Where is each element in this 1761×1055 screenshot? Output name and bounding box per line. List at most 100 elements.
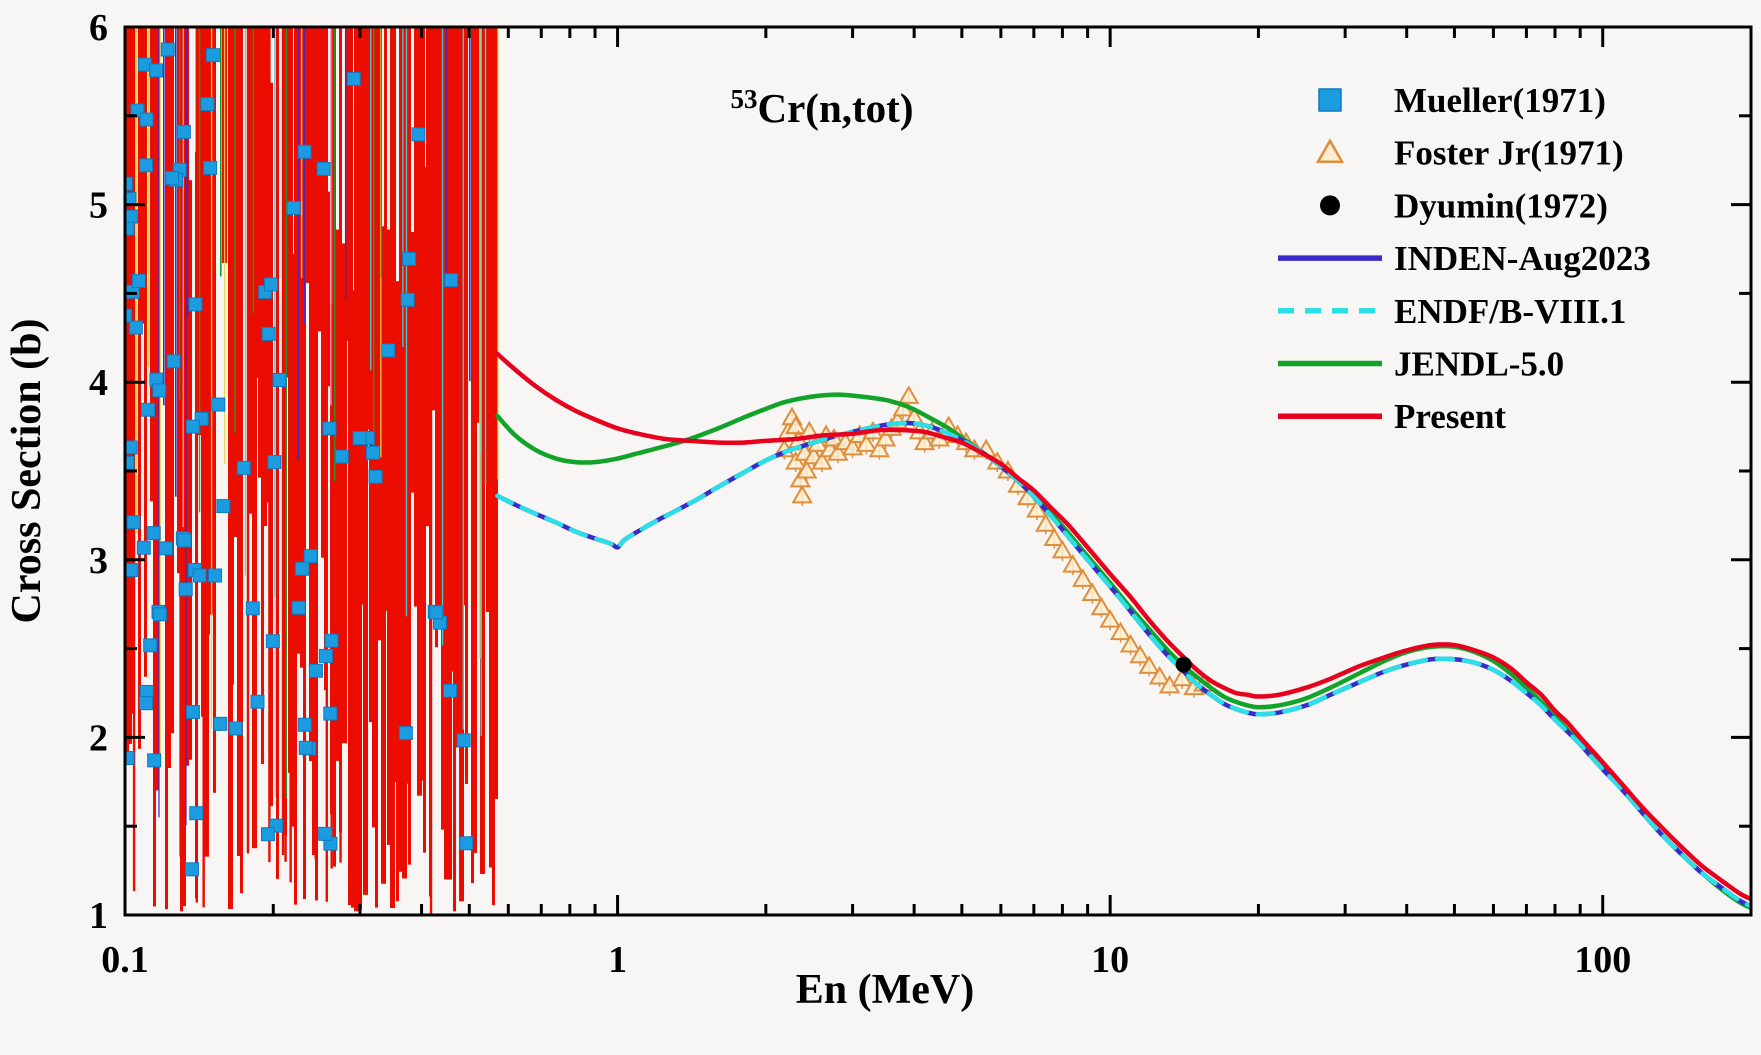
mueller-point (177, 533, 192, 548)
resonance-deep-spike (289, 28, 292, 883)
resonance-spike (480, 28, 485, 874)
mueller-point (213, 716, 228, 731)
resonance-spike (432, 28, 435, 411)
mueller-point (263, 277, 278, 292)
resonance-spike (435, 28, 438, 648)
mueller-point (185, 419, 200, 434)
resonance-spike (426, 28, 431, 527)
resonance-spike (270, 82, 273, 807)
resonance-spike (396, 281, 399, 902)
mueller-point (185, 704, 200, 719)
foster-point (1119, 634, 1142, 653)
resonance-sliver (244, 28, 246, 576)
resonance-sliver (223, 28, 226, 464)
resonance-spike (363, 28, 368, 895)
mueller-point (265, 634, 280, 649)
x-tick-label: 0.1 (101, 939, 149, 981)
y-tick-label: 1 (89, 895, 108, 937)
foster-point (913, 431, 936, 451)
mueller-point (128, 320, 143, 335)
mueller-point (126, 440, 138, 455)
resonance-spike (168, 28, 171, 768)
resonance-deep-spike (284, 28, 287, 862)
resonance-sliver (210, 28, 213, 729)
resonance-spike (276, 28, 279, 879)
resonance-spike (456, 28, 459, 748)
legend-item-endf-b-viii-1: ENDF/B-VIII.1 (1278, 292, 1626, 331)
curve-inden-aug2023 (495, 420, 1750, 909)
resonance-spike (486, 28, 489, 612)
resonance-spike (261, 28, 264, 765)
resonance-spike (369, 28, 372, 723)
resonance-spike (141, 28, 144, 324)
mueller-point (131, 273, 146, 288)
resonance-spike (477, 28, 480, 423)
resonance-spike (378, 28, 381, 641)
mueller-point (272, 372, 287, 387)
mueller-point (146, 526, 161, 541)
mueller-point (429, 605, 444, 620)
resonance-sliver (252, 28, 255, 314)
foster-point (1072, 568, 1094, 587)
resonance-spike (324, 28, 327, 691)
resonance-deep-spike (429, 28, 433, 914)
resonance-spike (153, 28, 156, 907)
y-tick-label: 3 (89, 540, 108, 582)
mueller-point (250, 694, 265, 709)
mueller-point (178, 582, 193, 597)
legend-label: Mueller(1971) (1394, 81, 1606, 120)
x-tick-label: 1 (608, 939, 627, 981)
mueller-point (216, 499, 231, 514)
resonance-region (126, 28, 499, 914)
mueller-point (126, 515, 141, 530)
resonance-sliver (303, 28, 305, 324)
legend-label: Present (1394, 397, 1506, 436)
mueller-point (261, 827, 276, 842)
resonance-spike (336, 229, 339, 761)
mueller-point (456, 733, 471, 748)
foster-point (1062, 554, 1084, 573)
resonance-spike (411, 232, 416, 493)
resonance-spike (381, 226, 386, 884)
resonance-deep-spike (202, 28, 205, 908)
mueller-point (303, 549, 318, 564)
foster-point (1148, 666, 1171, 685)
resonance-deep-spike (314, 28, 317, 860)
mueller-point (200, 97, 215, 112)
resonance-spike (408, 28, 411, 865)
mueller-point (294, 561, 309, 576)
mueller-point (126, 562, 139, 577)
resonance-spike (366, 28, 369, 430)
legend-item-foster-jr-1971-: Foster Jr(1971) (1315, 134, 1624, 173)
foster-point (1026, 499, 1048, 518)
resonance-spike (465, 28, 468, 784)
legend-item-dyumin-1972-: Dyumin(1972) (1320, 186, 1608, 225)
foster-point (1081, 582, 1104, 602)
resonance-spike (492, 28, 495, 906)
series-mueller-1971 (126, 42, 474, 877)
mueller-point (166, 354, 181, 369)
mueller-point (443, 683, 458, 698)
foster-point (1051, 539, 1074, 559)
foster-point (855, 433, 878, 452)
foster-point (811, 451, 833, 470)
legend-label: JENDL-5.0 (1394, 345, 1564, 384)
mueller-point (126, 221, 135, 236)
resonance-spike (357, 28, 362, 910)
resonance-spike (345, 28, 348, 341)
resonance-spike (414, 28, 417, 607)
mueller-point (318, 648, 333, 663)
mueller-point (402, 251, 417, 266)
mueller-point (147, 753, 162, 768)
resonance-spike (144, 28, 147, 677)
mueller-point (291, 600, 306, 615)
resonance-spike (240, 28, 243, 894)
resonance-spike (183, 28, 186, 907)
resonance-spike (360, 28, 363, 605)
resonance-deep-spike (330, 28, 333, 869)
mueller-point (322, 421, 337, 436)
legend-item-inden-aug2023: INDEN-Aug2023 (1278, 239, 1651, 278)
